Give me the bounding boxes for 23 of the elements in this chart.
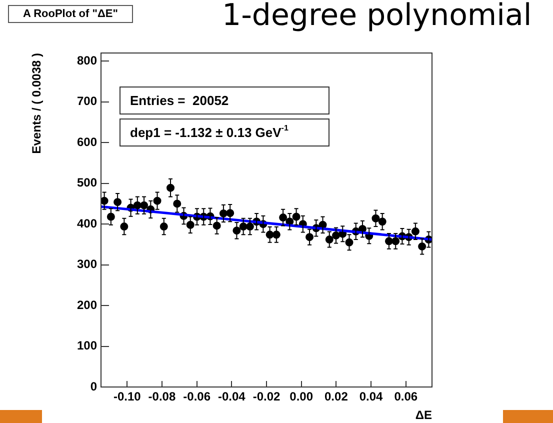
y-axis-title: Events / ( 0.0038 ) [30, 53, 44, 154]
y-tick-label: 700 [76, 94, 98, 108]
chart-title: 1-degree polynomial [222, 0, 532, 33]
y-tick-label: 0 [90, 379, 98, 394]
x-tick-label: 0.06 [394, 390, 418, 404]
y-tick-label: 800 [76, 53, 98, 68]
x-tick-label: -0.04 [218, 390, 246, 404]
annotation: Entries = 20052 [130, 93, 229, 108]
y-tick-label: 300 [76, 257, 98, 272]
y-tick-label: 500 [76, 176, 98, 190]
y-tick-label: 600 [76, 134, 98, 149]
x-tick-label: 0.04 [359, 390, 384, 404]
x-tick-label: -0.02 [252, 390, 280, 404]
x-axis-title: ΔE [415, 408, 432, 422]
y-tick-label: 200 [76, 298, 98, 312]
chart-subtitle: A RooPlot of "ΔE" [8, 5, 133, 23]
x-tick-label: 0.02 [324, 390, 348, 404]
x-tick-label: -0.08 [148, 390, 176, 404]
y-tick-label: 100 [76, 338, 98, 353]
x-tick-label: -0.06 [183, 390, 211, 404]
x-tick-label: -0.10 [113, 390, 142, 404]
x-tick-label: 0.00 [290, 390, 314, 404]
y-tick-label: 400 [76, 216, 98, 230]
